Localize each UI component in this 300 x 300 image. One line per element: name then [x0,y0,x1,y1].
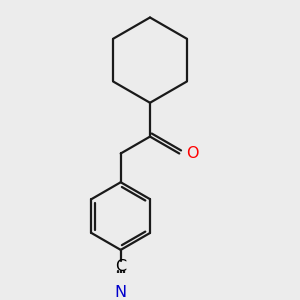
Text: N: N [115,285,127,300]
Text: O: O [186,146,198,161]
Text: C: C [115,259,126,274]
